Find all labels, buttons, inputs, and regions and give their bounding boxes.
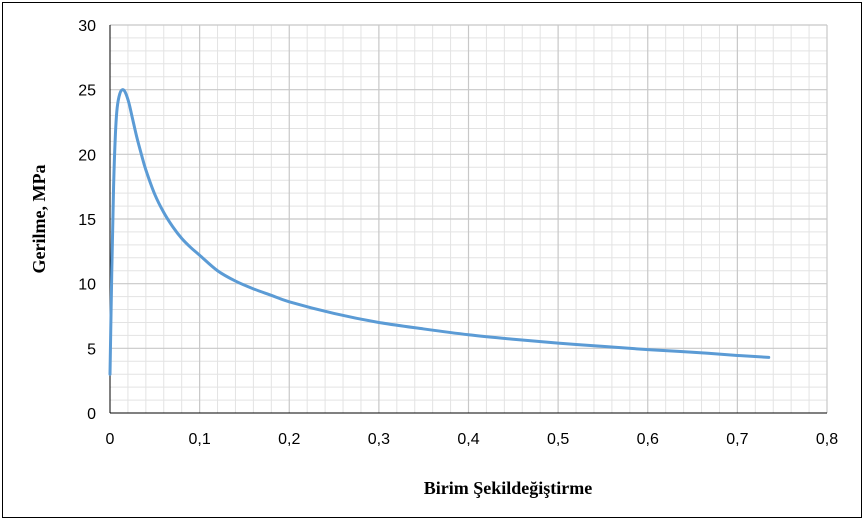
x-tick-label: 0,6 — [637, 431, 659, 448]
major-gridlines — [110, 24, 828, 413]
x-tick-label: 0,4 — [457, 431, 479, 448]
x-tick-label: 0,2 — [278, 431, 300, 448]
x-tick-label: 0,3 — [368, 431, 390, 448]
y-tick-label: 0 — [87, 406, 96, 423]
y-tick-label: 20 — [78, 147, 96, 164]
x-tick-label: 0,5 — [547, 431, 569, 448]
x-tick-label: 0,1 — [189, 431, 211, 448]
y-tick-label: 25 — [78, 83, 96, 100]
y-axis-title: Gerilme, MPa — [29, 165, 49, 274]
x-tick-label: 0,8 — [816, 431, 838, 448]
y-tick-labels: 0 5 10 15 20 25 30 — [78, 18, 96, 423]
y-tick-label: 15 — [78, 212, 96, 229]
y-tick-label: 30 — [78, 18, 96, 35]
x-tick-label: 0 — [106, 431, 115, 448]
x-axis-title: Birim Şekildeğiştirme — [424, 478, 592, 498]
y-tick-label: 5 — [87, 341, 96, 358]
x-tick-label: 0,7 — [726, 431, 748, 448]
series-line — [108, 88, 771, 376]
y-tick-label: 10 — [78, 277, 96, 294]
series-layer — [108, 88, 771, 376]
x-tick-labels: 0 0,1 0,2 0,3 0,4 0,5 0,6 0,7 0,8 — [106, 431, 839, 448]
